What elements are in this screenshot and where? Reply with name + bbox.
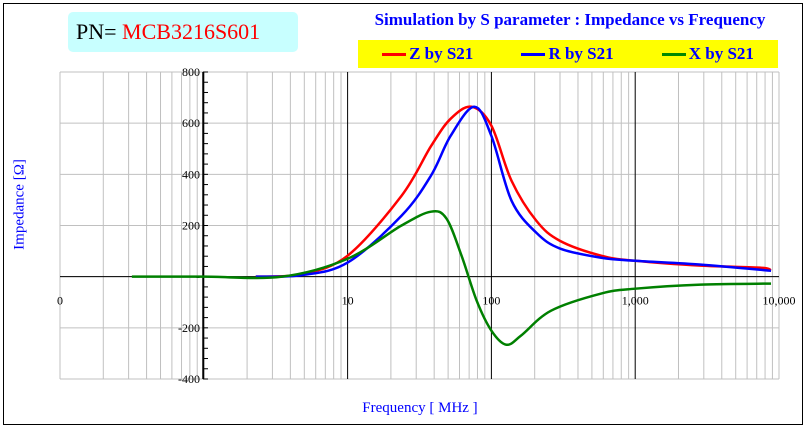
legend-label-r: R by S21	[548, 44, 614, 63]
chart-title: Simulation by S parameter : Impedance vs…	[374, 10, 766, 29]
x-tick-label: 0	[57, 294, 63, 308]
legend-item-z: Z by S21	[382, 44, 473, 64]
y-tick-label: 200	[182, 219, 200, 233]
legend-label-x: X by S21	[688, 44, 754, 63]
legend: Z by S21 R by S21 X by S21	[358, 40, 778, 68]
y-tick-label: 600	[182, 116, 200, 130]
chart-frame	[3, 3, 803, 425]
x-tick-label: 1,000	[622, 294, 649, 308]
series-line-r	[255, 105, 772, 278]
legend-swatch-r	[521, 52, 546, 56]
legend-swatch-z	[382, 52, 407, 56]
part-number-value: MCB3216S601	[122, 19, 261, 44]
part-number-box: PN= MCB3216S601	[68, 12, 298, 52]
legend-swatch-x	[661, 52, 686, 56]
legend-item-x: X by S21	[661, 44, 754, 64]
x-tick-label: 100	[482, 294, 500, 308]
y-tick-label: 400	[182, 167, 200, 181]
x-tick-label: 10	[342, 294, 354, 308]
y-tick-label: -200	[178, 321, 200, 335]
x-axis-label: Frequency [ MHz ]	[362, 400, 478, 416]
x-tick-label: 10,000	[763, 294, 796, 308]
legend-label-z: Z by S21	[409, 44, 474, 63]
y-tick-label: 800	[182, 65, 200, 79]
series-line-x	[131, 209, 772, 347]
legend-item-r: R by S21	[521, 44, 614, 64]
series-line-z	[255, 105, 772, 278]
y-tick-label: -400	[178, 372, 200, 386]
part-number-label: PN=	[76, 19, 117, 44]
